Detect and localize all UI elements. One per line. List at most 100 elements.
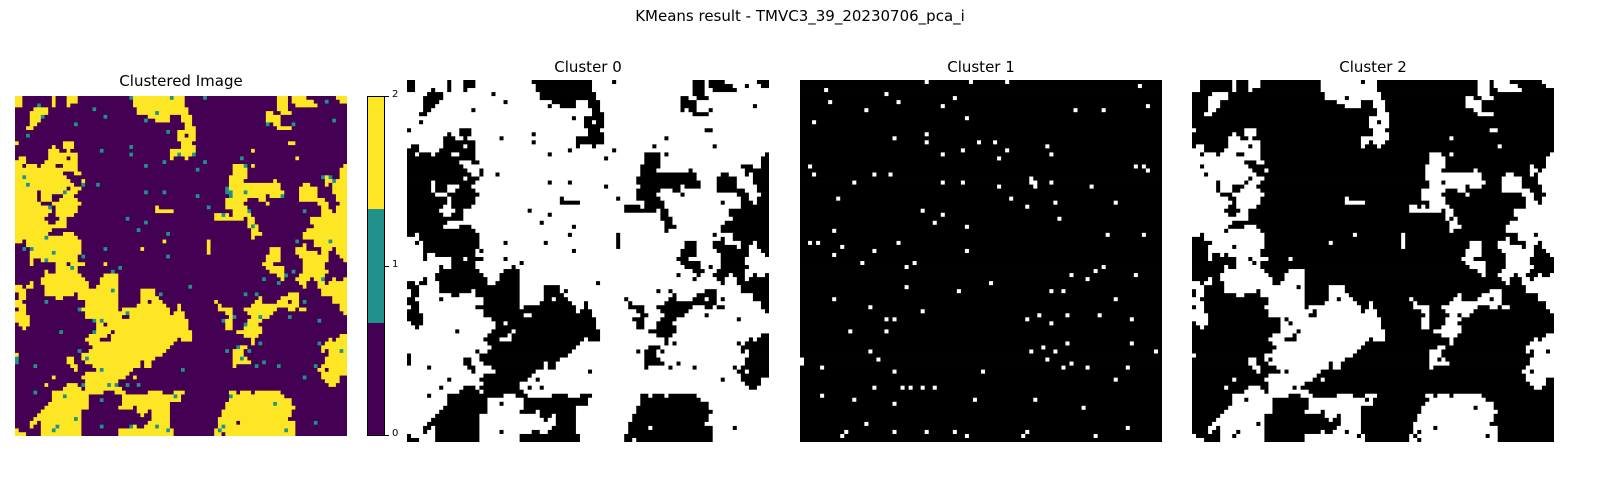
clustered-pixel-run: [22, 164, 27, 169]
cluster-1-pixel-run: [800, 120, 813, 125]
cluster-2-pixel-run: [1256, 261, 1261, 266]
clustered-pixel-run: [15, 156, 20, 161]
cluster-1-pixel-run: [812, 120, 817, 125]
cluster-2-pixel-run: [1421, 196, 1446, 202]
cluster-0-pixel-run: [527, 208, 533, 214]
cluster-2-pixel-run: [1473, 96, 1482, 101]
clustered-pixel-run: [44, 269, 49, 274]
clustered-pixel-run: [103, 262, 108, 267]
cluster-1-pixel-run: [1045, 345, 1162, 350]
cluster-2-pixel-run: [1220, 433, 1233, 439]
clustered-pixel-run: [192, 114, 267, 120]
cluster-0-pixel-run: [407, 80, 416, 85]
cluster-0-pixel-run: [543, 240, 549, 246]
cluster-1-pixel-run: [888, 92, 1162, 97]
clustered-pixel-run: [44, 405, 90, 410]
clustered-image: [15, 96, 347, 436]
clustered-pixel-run: [324, 266, 347, 271]
clustered-pixel-run: [243, 356, 248, 361]
cluster-1-pixel-run: [900, 240, 1162, 246]
cluster-0-pixel-run: [696, 96, 710, 101]
cluster-0-pixel-run: [531, 385, 541, 391]
cluster-0-pixel-run: [600, 337, 665, 342]
cluster-2-pixel-run: [1525, 273, 1539, 278]
cluster-0-pixel-run: [616, 244, 621, 250]
clustered-pixel-run: [48, 156, 68, 161]
cluster-2-pixel-run: [1248, 397, 1273, 403]
cluster-0-pixel-run: [531, 80, 593, 85]
clustered-pixel-run: [313, 224, 347, 229]
clustered-pixel-run: [15, 409, 42, 414]
cluster-0-pixel-run: [427, 252, 436, 258]
clustered-pixel-run: [40, 258, 45, 263]
cluster-2-pixel-run: [1377, 393, 1426, 399]
cluster-1-pixel-run: [1049, 144, 1162, 149]
cluster-0-pixel-run: [664, 361, 677, 366]
clustered-pixel-run: [177, 337, 182, 342]
cluster-2-pixel-run: [1501, 305, 1511, 310]
cluster-0-pixel-run: [535, 84, 593, 89]
cluster-0-pixel-run: [407, 144, 412, 149]
cluster-0-pixel-run: [451, 377, 480, 383]
clustered-pixel-run: [247, 164, 252, 169]
cluster-2-pixel-run: [1192, 136, 1229, 141]
cluster-0-pixel-run: [704, 297, 710, 302]
cluster-0-pixel-run: [575, 305, 585, 310]
cluster-2-pixel-run: [1429, 160, 1446, 165]
cluster-0-pixel-run: [507, 333, 512, 338]
cluster-2-pixel-run: [1477, 84, 1491, 89]
cluster-0-pixel-run: [443, 96, 541, 101]
clustered-pixel-run: [188, 107, 278, 112]
cluster-0-pixel-run: [748, 277, 769, 282]
cluster-2-pixel-run: [1417, 417, 1495, 423]
cluster-1-pixel-run: [800, 92, 885, 97]
cluster-0-pixel-run: [736, 176, 754, 181]
cluster-2-pixel-run: [1368, 305, 1374, 310]
clustered-pixel-run: [110, 288, 115, 293]
cluster-0-pixel-run: [451, 256, 464, 262]
cluster-0-pixel-run: [431, 393, 448, 399]
clustered-pixel-run: [133, 99, 186, 104]
cluster-1-pixel-run: [908, 285, 1162, 290]
cluster-2-pixel-run: [1529, 357, 1554, 362]
cluster-2-pixel-run: [1409, 437, 1418, 442]
cluster-0-pixel-run: [708, 313, 769, 318]
cluster-0-pixel-run: [644, 204, 665, 210]
cluster-1-pixel-run: [800, 160, 1162, 165]
cluster-2-pixel-run: [1264, 417, 1330, 423]
cluster-2-pixel-run: [1497, 273, 1515, 278]
clustered-pixel-run: [33, 424, 42, 429]
cluster-0-pixel-run: [696, 252, 722, 258]
cluster-2-pixel-run: [1344, 196, 1350, 202]
cluster-0-pixel-run: [411, 433, 436, 439]
cluster-2-pixel-run: [1284, 277, 1306, 282]
cluster-2-pixel-run: [1256, 160, 1265, 165]
cluster-0-pixel-run: [539, 385, 545, 391]
clustered-pixel-run: [121, 266, 267, 271]
cluster-0-pixel-run: [451, 293, 460, 298]
cluster-0-pixel-run: [740, 349, 746, 354]
cluster-1-pixel-run: [1149, 168, 1162, 173]
cluster-0-pixel-run: [700, 397, 769, 403]
cluster-2-pixel-run: [1280, 321, 1289, 326]
clustered-pixel-run: [184, 122, 193, 127]
cluster-0-pixel-run: [511, 333, 601, 338]
clustered-pixel-run: [15, 118, 31, 123]
cluster-0-pixel-run: [539, 377, 722, 383]
cluster-1-pixel-run: [1073, 361, 1162, 366]
cluster-1-pixel-run: [800, 172, 813, 177]
cluster-2-pixel-run: [1284, 273, 1306, 278]
cluster-0-pixel-run: [451, 265, 476, 270]
clustered-pixel-run: [254, 364, 259, 369]
cluster-0-pixel-run: [543, 385, 750, 391]
cluster-2-pixel-run: [1228, 196, 1237, 202]
clustered-pixel-run: [214, 216, 245, 222]
cluster-0-pixel-run: [555, 297, 569, 302]
cluster-2-pixel-run: [1256, 361, 1269, 366]
cluster-2-pixel-run: [1212, 92, 1229, 97]
cluster-1-pixel-run: [800, 252, 833, 258]
clustered-pixel-run: [15, 186, 68, 191]
clustered-pixel-run: [181, 307, 219, 312]
cluster-0-pixel-run: [616, 240, 621, 246]
cluster-2-pixel-run: [1517, 84, 1547, 89]
